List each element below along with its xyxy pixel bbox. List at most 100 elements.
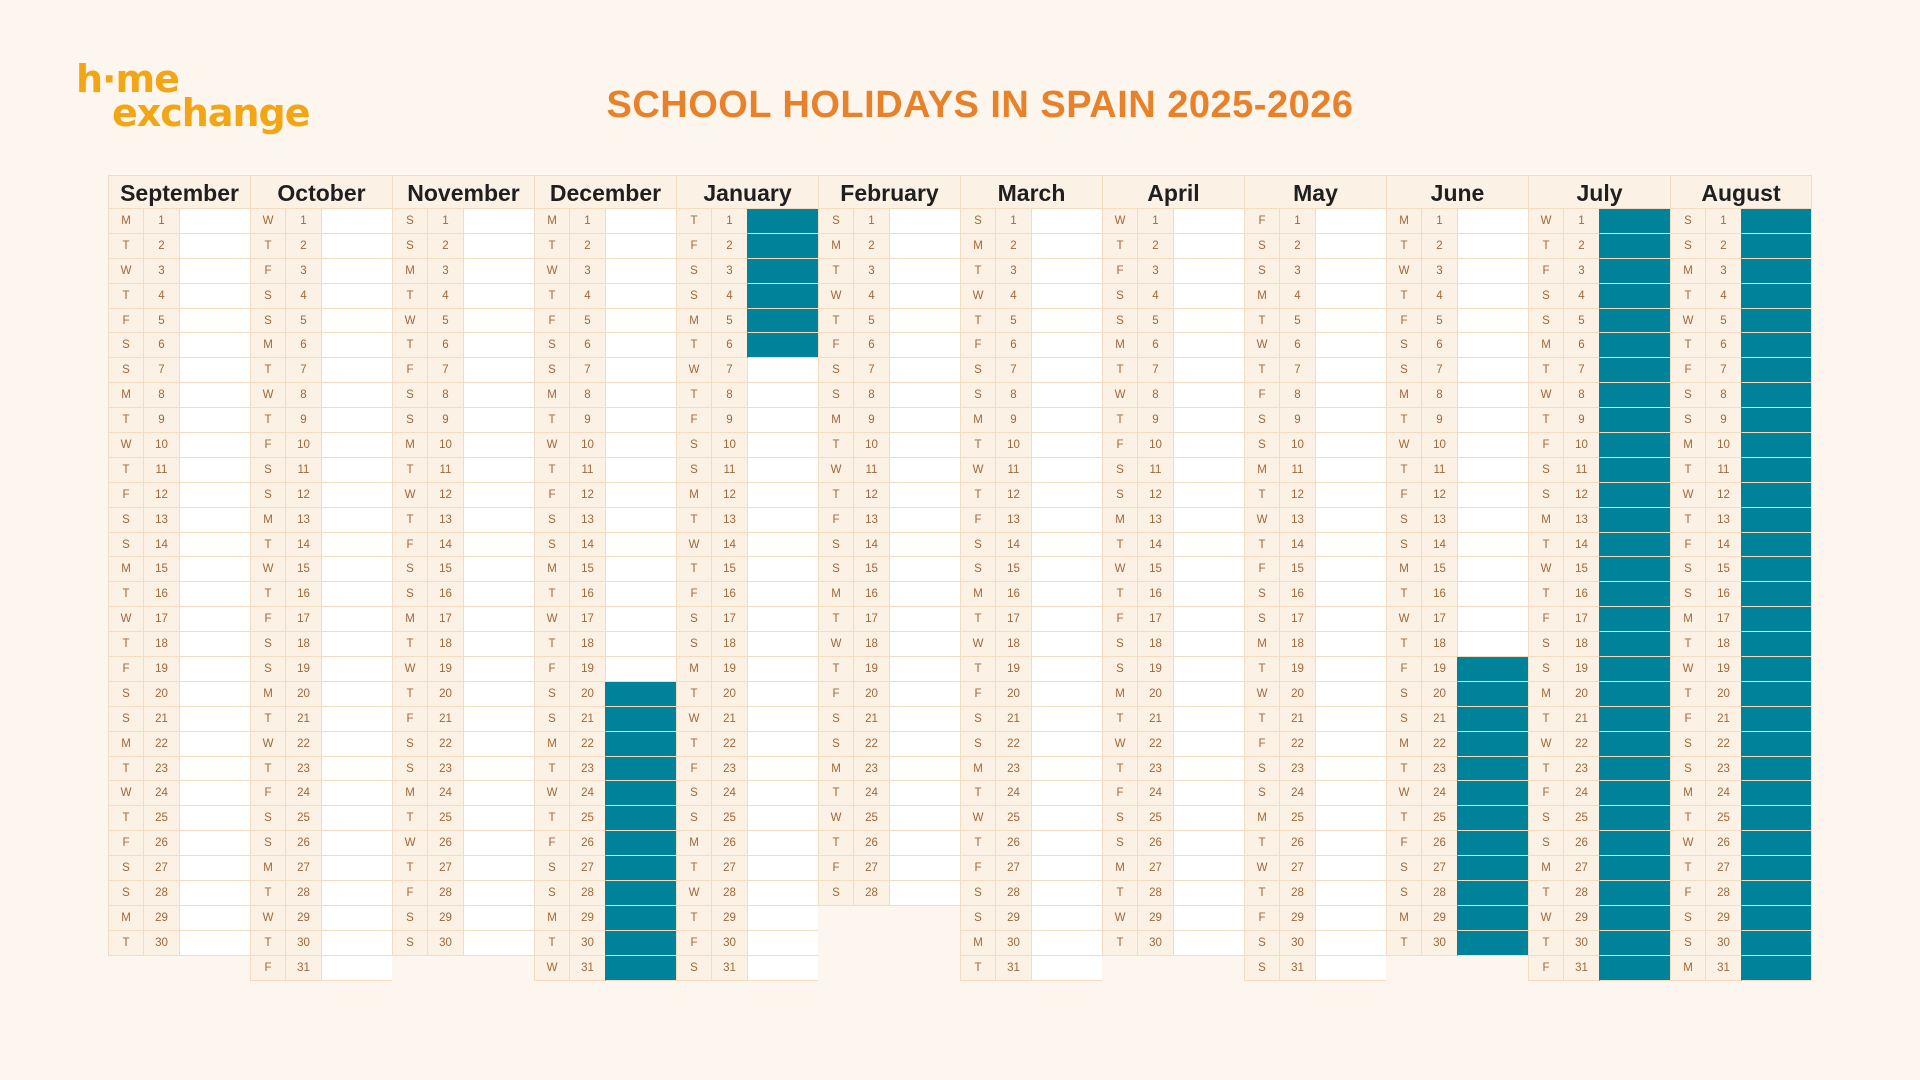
weekday-letter: S: [250, 308, 285, 334]
weekday-letter: T: [1386, 632, 1421, 658]
month-march: March S 1 M 2 T 3 W 4 T 5 F 6 S 7 S 8 M 9 T 10 W 11 T 12 F 13 S 14 S 1…: [960, 175, 1102, 981]
day-row: W 22: [250, 731, 392, 757]
day-number: 28: [569, 881, 605, 906]
day-number: 23: [853, 756, 889, 782]
weekday-letter: W: [676, 881, 711, 906]
day-number: 26: [853, 831, 889, 857]
day-blank: [179, 408, 250, 434]
day-blank: [321, 806, 392, 832]
day-row: T 30: [534, 930, 676, 956]
weekday-letter: T: [818, 258, 853, 284]
holiday-marker: [605, 930, 676, 956]
day-number: 17: [427, 607, 463, 633]
day-blank: [463, 831, 534, 857]
weekday-letter: T: [960, 781, 995, 807]
day-blank: [463, 233, 534, 259]
day-number: 1: [285, 209, 321, 234]
day-number: 19: [1137, 657, 1173, 682]
weekday-letter: W: [250, 905, 285, 931]
day-number: 27: [1421, 856, 1457, 882]
day-number: 11: [711, 457, 747, 483]
day-number: 30: [569, 930, 605, 956]
day-row: F 26: [534, 831, 676, 857]
day-row: F 17: [1102, 607, 1244, 633]
weekday-letter: T: [108, 233, 143, 259]
weekday-letter: F: [818, 333, 853, 359]
day-blank: [1173, 831, 1244, 857]
day-row: S 18: [1102, 632, 1244, 658]
weekday-letter: W: [960, 632, 995, 658]
day-blank: [889, 308, 960, 334]
day-blank: [179, 657, 250, 682]
day-number: 31: [1279, 955, 1315, 981]
weekday-letter: W: [1244, 333, 1279, 359]
day-row: T 23: [1386, 756, 1528, 782]
day-blank: [1031, 632, 1102, 658]
weekday-letter: T: [1528, 408, 1563, 434]
weekday-letter: M: [960, 756, 995, 782]
weekday-letter: F: [676, 582, 711, 608]
weekday-letter: T: [250, 756, 285, 782]
day-blank: [747, 607, 818, 633]
day-row: T 17: [960, 607, 1102, 633]
day-row: T 30: [1528, 930, 1670, 956]
day-row: W 29: [1102, 905, 1244, 931]
day-blank: [179, 209, 250, 234]
weekday-letter: T: [1244, 706, 1279, 732]
day-row: T 18: [1386, 632, 1528, 658]
day-blank: [463, 383, 534, 409]
weekday-letter: F: [1244, 905, 1279, 931]
day-number: 18: [143, 632, 179, 658]
weekday-letter: F: [676, 233, 711, 259]
weekday-letter: F: [818, 681, 853, 707]
weekday-letter: T: [1102, 881, 1137, 906]
day-blank: [1315, 856, 1386, 882]
day-number: 30: [285, 930, 321, 956]
day-blank: [1457, 233, 1528, 259]
day-number: 14: [1421, 532, 1457, 558]
day-number: 28: [143, 881, 179, 906]
day-row: M 20: [1102, 681, 1244, 707]
day-number: 11: [1705, 457, 1741, 483]
day-number: 22: [1279, 731, 1315, 757]
day-row: M 23: [818, 756, 960, 782]
day-number: 27: [285, 856, 321, 882]
day-row: T 16: [108, 582, 250, 608]
day-number: 11: [1563, 457, 1599, 483]
day-blank: [1315, 408, 1386, 434]
day-number: 21: [1563, 706, 1599, 732]
day-number: 21: [853, 706, 889, 732]
day-number: 27: [995, 856, 1031, 882]
holiday-marker: [1599, 258, 1670, 284]
day-number: 16: [1279, 582, 1315, 608]
holiday-marker: [1457, 806, 1528, 832]
holiday-marker: [1599, 333, 1670, 359]
weekday-letter: F: [1386, 308, 1421, 334]
day-number: 4: [143, 283, 179, 309]
holiday-marker: [1741, 532, 1812, 558]
weekday-letter: T: [676, 209, 711, 234]
day-blank: [1173, 632, 1244, 658]
day-row: T 28: [250, 881, 392, 906]
day-number: 17: [1137, 607, 1173, 633]
homeexchange-logo: h·me exchange: [76, 60, 311, 132]
weekday-letter: S: [818, 731, 853, 757]
day-number: 16: [1421, 582, 1457, 608]
day-blank: [321, 258, 392, 284]
day-number: 8: [285, 383, 321, 409]
day-row: T 30: [1386, 930, 1528, 956]
day-blank: [889, 881, 960, 906]
day-number: 23: [995, 756, 1031, 782]
day-row: T 18: [392, 632, 534, 658]
